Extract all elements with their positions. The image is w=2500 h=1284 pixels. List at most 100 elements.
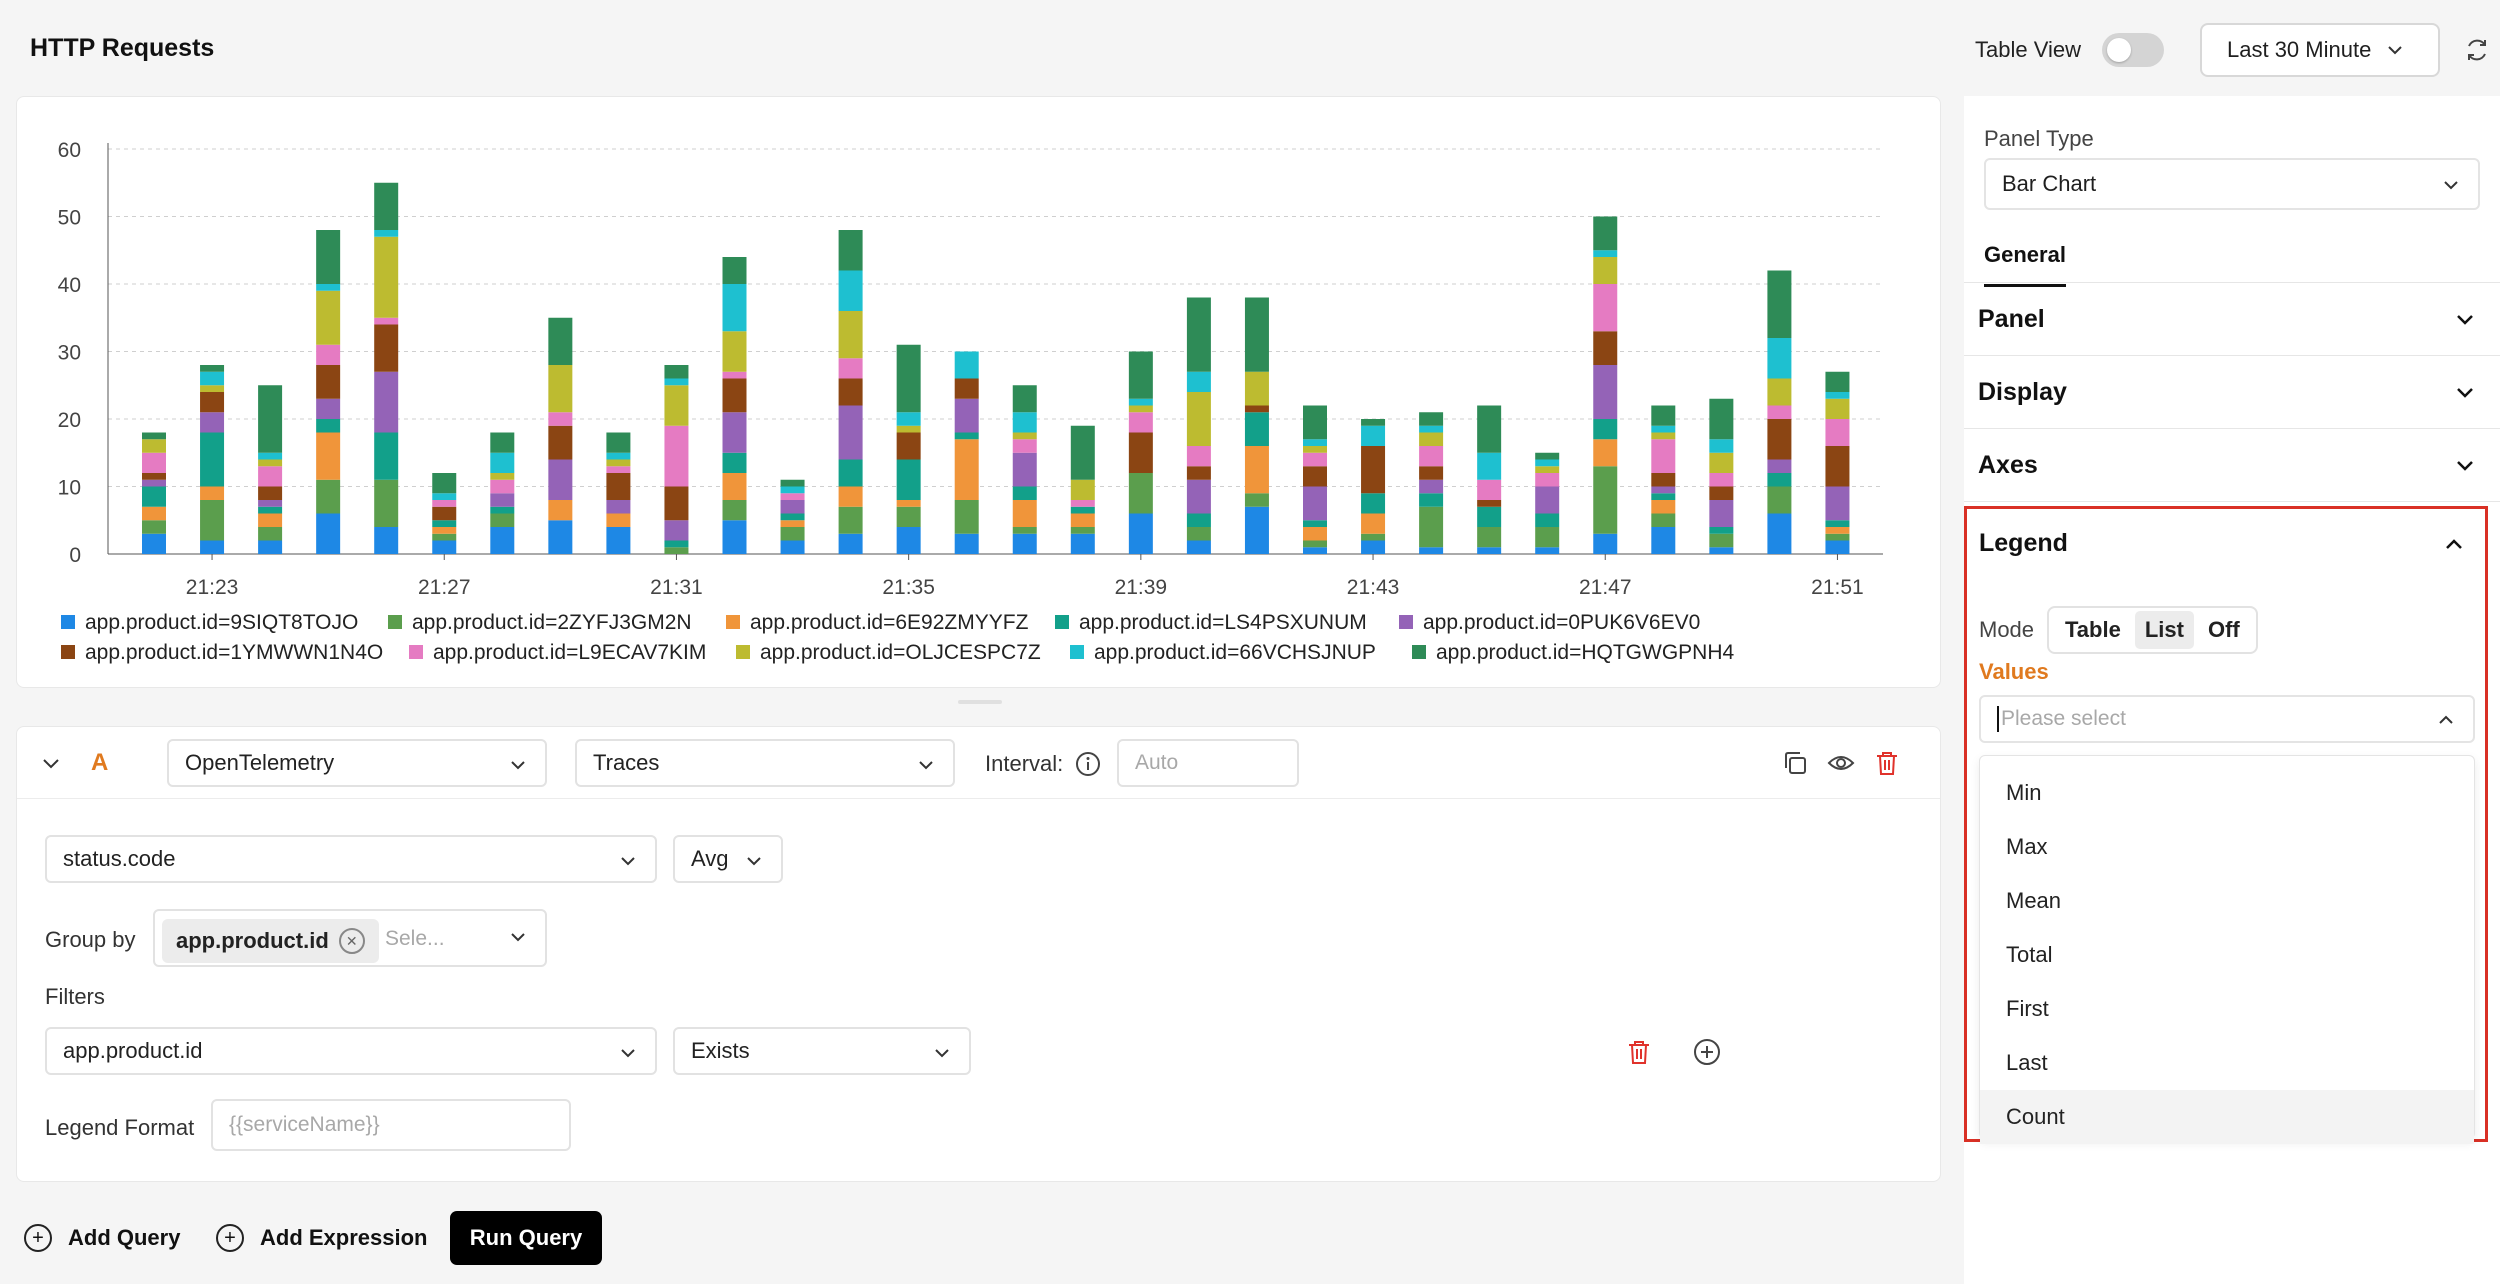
bar-segment xyxy=(664,365,689,379)
legend-values-dropdown: Min Max Mean Total First Last Count xyxy=(1979,755,2475,1144)
bar-segment xyxy=(722,284,747,332)
section-axes[interactable]: Axes xyxy=(1964,429,2500,502)
bar-segment xyxy=(258,506,283,514)
chevron-down-icon xyxy=(919,761,933,770)
bar-segment xyxy=(374,371,399,433)
bar-segment xyxy=(1593,466,1618,534)
section-display[interactable]: Display xyxy=(1964,356,2500,429)
signal-select[interactable]: Traces xyxy=(575,739,955,787)
add-filter-icon[interactable] xyxy=(1693,1038,1721,1066)
bar-segment xyxy=(1244,506,1269,554)
bar-segment xyxy=(548,365,573,413)
bar-segment xyxy=(838,358,863,379)
collapse-chevron-icon[interactable] xyxy=(39,751,63,775)
legend-swatch xyxy=(388,615,402,629)
option-count[interactable]: Count xyxy=(1980,1090,2474,1144)
bar-segment xyxy=(1709,527,1734,534)
bar-segment xyxy=(258,527,283,541)
toggle-knob xyxy=(2107,38,2131,62)
bar-segment xyxy=(1244,405,1269,413)
bar-segment xyxy=(838,311,863,359)
table-view-toggle[interactable] xyxy=(2102,33,2164,67)
query-letter: A xyxy=(91,749,109,776)
bar-segment xyxy=(1593,216,1618,251)
bar-segment xyxy=(1535,459,1560,467)
section-panel[interactable]: Panel xyxy=(1964,283,2500,356)
bar-segment xyxy=(1012,385,1037,413)
datasource-select[interactable]: OpenTelemetry xyxy=(167,739,547,787)
info-icon[interactable] xyxy=(1075,751,1101,777)
bar-segment xyxy=(258,385,283,453)
bar-segment xyxy=(722,500,747,521)
chevron-up-icon[interactable] xyxy=(2441,531,2467,557)
chevron-down-icon xyxy=(2444,181,2458,190)
aggregation-select[interactable]: Avg xyxy=(673,835,783,883)
option-max[interactable]: Max xyxy=(2006,834,2048,859)
resize-handle[interactable] xyxy=(958,700,1002,704)
bar-segment xyxy=(1186,446,1211,467)
bar-segment xyxy=(316,398,341,419)
bar-segment xyxy=(664,378,689,386)
bar-segment xyxy=(664,520,689,541)
bar-segment xyxy=(1651,513,1676,527)
refresh-icon[interactable] xyxy=(2463,36,2491,64)
option-mean[interactable]: Mean xyxy=(2006,888,2062,913)
option-total[interactable]: Total xyxy=(2006,942,2053,967)
option-last[interactable]: Last xyxy=(2006,1050,2048,1075)
metric-select[interactable]: status.code xyxy=(45,835,657,883)
legend-label: app.product.id=1YMWWN1N4O xyxy=(85,641,383,664)
mode-off[interactable]: Off xyxy=(2207,617,2240,642)
delete-filter-icon[interactable] xyxy=(1625,1038,1653,1066)
y-tick-label: 60 xyxy=(58,139,81,162)
bar-segment xyxy=(1825,520,1850,527)
plus-circle-icon: + xyxy=(216,1224,244,1252)
option-min[interactable]: Min xyxy=(2006,780,2042,805)
add-query-button[interactable]: + Add Query xyxy=(24,1220,180,1256)
legend-swatch xyxy=(1055,615,1069,629)
bar-segment xyxy=(1767,338,1792,379)
bar-segment xyxy=(1361,493,1386,514)
bar-segment xyxy=(142,452,166,473)
legend-mode-toggle: Table List Off xyxy=(2047,606,2258,654)
bar-segment xyxy=(1767,513,1792,554)
legend-format-input[interactable]: {{serviceName}} xyxy=(211,1099,571,1151)
y-tick-label: 10 xyxy=(58,477,81,500)
bar-segment xyxy=(1825,446,1850,487)
filter-operator-select[interactable]: Exists xyxy=(673,1027,971,1075)
legend-values-select[interactable]: Please select xyxy=(1979,695,2475,743)
bar-segment xyxy=(1825,419,1850,446)
filter-key-select[interactable]: app.product.id xyxy=(45,1027,657,1075)
legend-values-label: Values xyxy=(1979,659,2049,684)
bar-segment xyxy=(1012,500,1037,527)
bar-segment xyxy=(954,439,979,500)
remove-chip-icon[interactable]: ✕ xyxy=(338,928,365,954)
bar-segment xyxy=(1709,547,1734,554)
chart-panel: 0 10 20 30 40 50 60 21:23 21:27 21:31 21:35 21:39 21… xyxy=(16,96,1941,688)
bar-segment xyxy=(1419,466,1444,480)
trash-icon[interactable] xyxy=(1873,749,1901,777)
chevron-down-icon xyxy=(2457,388,2473,398)
option-first[interactable]: First xyxy=(2006,996,2049,1021)
time-range-select[interactable]: Last 30 Minute xyxy=(2200,23,2440,77)
bar-segment xyxy=(1303,486,1327,521)
panel-type-select[interactable]: Bar Chart xyxy=(1984,158,2480,210)
interval-label: Interval: xyxy=(985,751,1064,776)
bar-segment xyxy=(1593,257,1618,284)
mode-list[interactable]: List xyxy=(2134,611,2194,649)
run-query-button[interactable]: Run Query xyxy=(450,1211,602,1265)
bar-segment xyxy=(1709,452,1734,473)
bar-segment xyxy=(1244,297,1269,372)
bar-segment xyxy=(1244,493,1269,507)
section-legend: Legend Mode Table List Off Values Please… xyxy=(1964,506,2488,1144)
eye-icon[interactable] xyxy=(1827,749,1855,777)
bar-segment xyxy=(1070,533,1095,554)
tab-general[interactable]: General xyxy=(1984,242,2066,287)
section-legend-title[interactable]: Legend xyxy=(1979,529,2068,557)
bar-segment xyxy=(1361,513,1386,534)
bar-segment xyxy=(1012,432,1037,440)
mode-table[interactable]: Table xyxy=(2065,617,2121,642)
legend-label: app.product.id=9SIQT8TOJO xyxy=(85,611,358,634)
interval-input[interactable]: Auto xyxy=(1117,739,1299,787)
copy-icon[interactable] xyxy=(1781,749,1809,777)
add-expression-button[interactable]: + Add Expression xyxy=(216,1220,427,1256)
